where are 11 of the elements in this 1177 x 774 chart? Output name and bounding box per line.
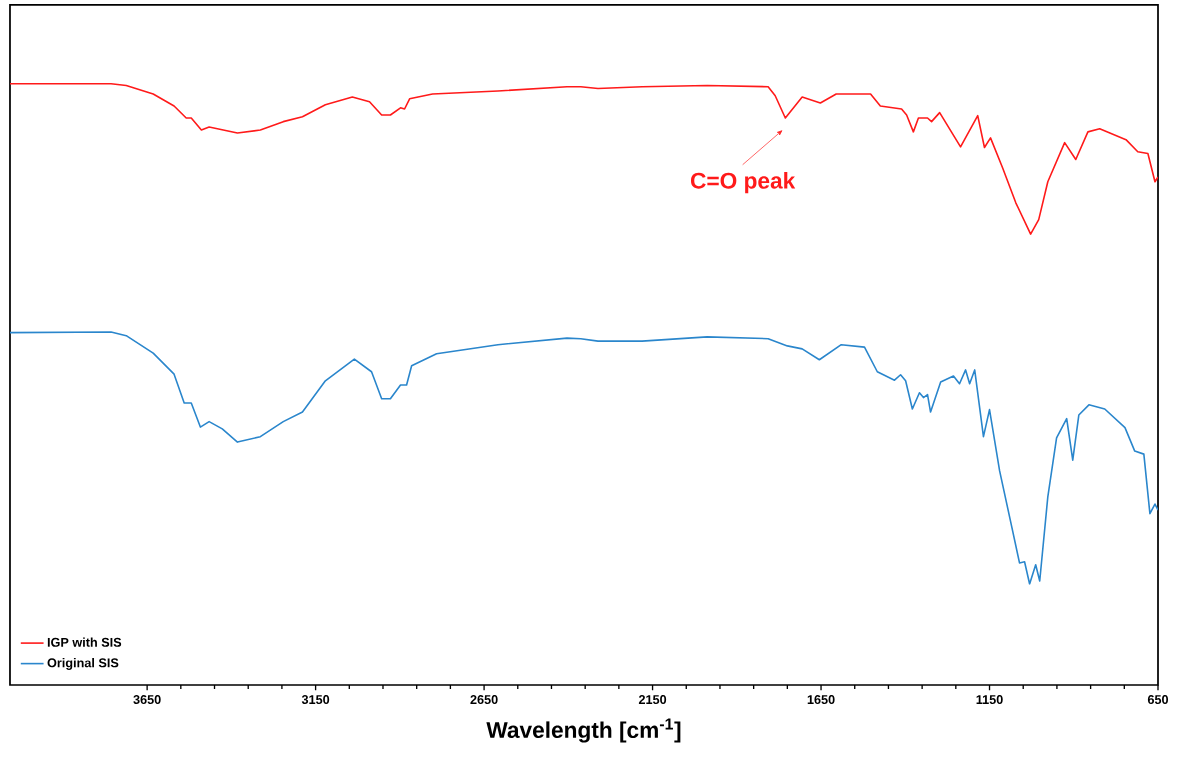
x-tick-label: 1650 <box>807 695 835 705</box>
x-axis-title: Wavelength [cm$^{-1}$] <box>486 718 681 743</box>
x-tick-label: 1150 <box>976 695 1003 705</box>
x-tick-label: 2650 <box>470 695 498 705</box>
x-tick-label: 650 <box>1147 695 1169 705</box>
legend-label: Original SIS <box>47 658 119 670</box>
x-tick-label: 2150 <box>638 695 667 705</box>
annotation: C=O peak <box>690 172 796 194</box>
legend-label: IGP with SIS <box>47 637 122 647</box>
x-tick-label: 3650 <box>133 695 161 705</box>
x-tick-label: 3150 <box>301 695 330 705</box>
